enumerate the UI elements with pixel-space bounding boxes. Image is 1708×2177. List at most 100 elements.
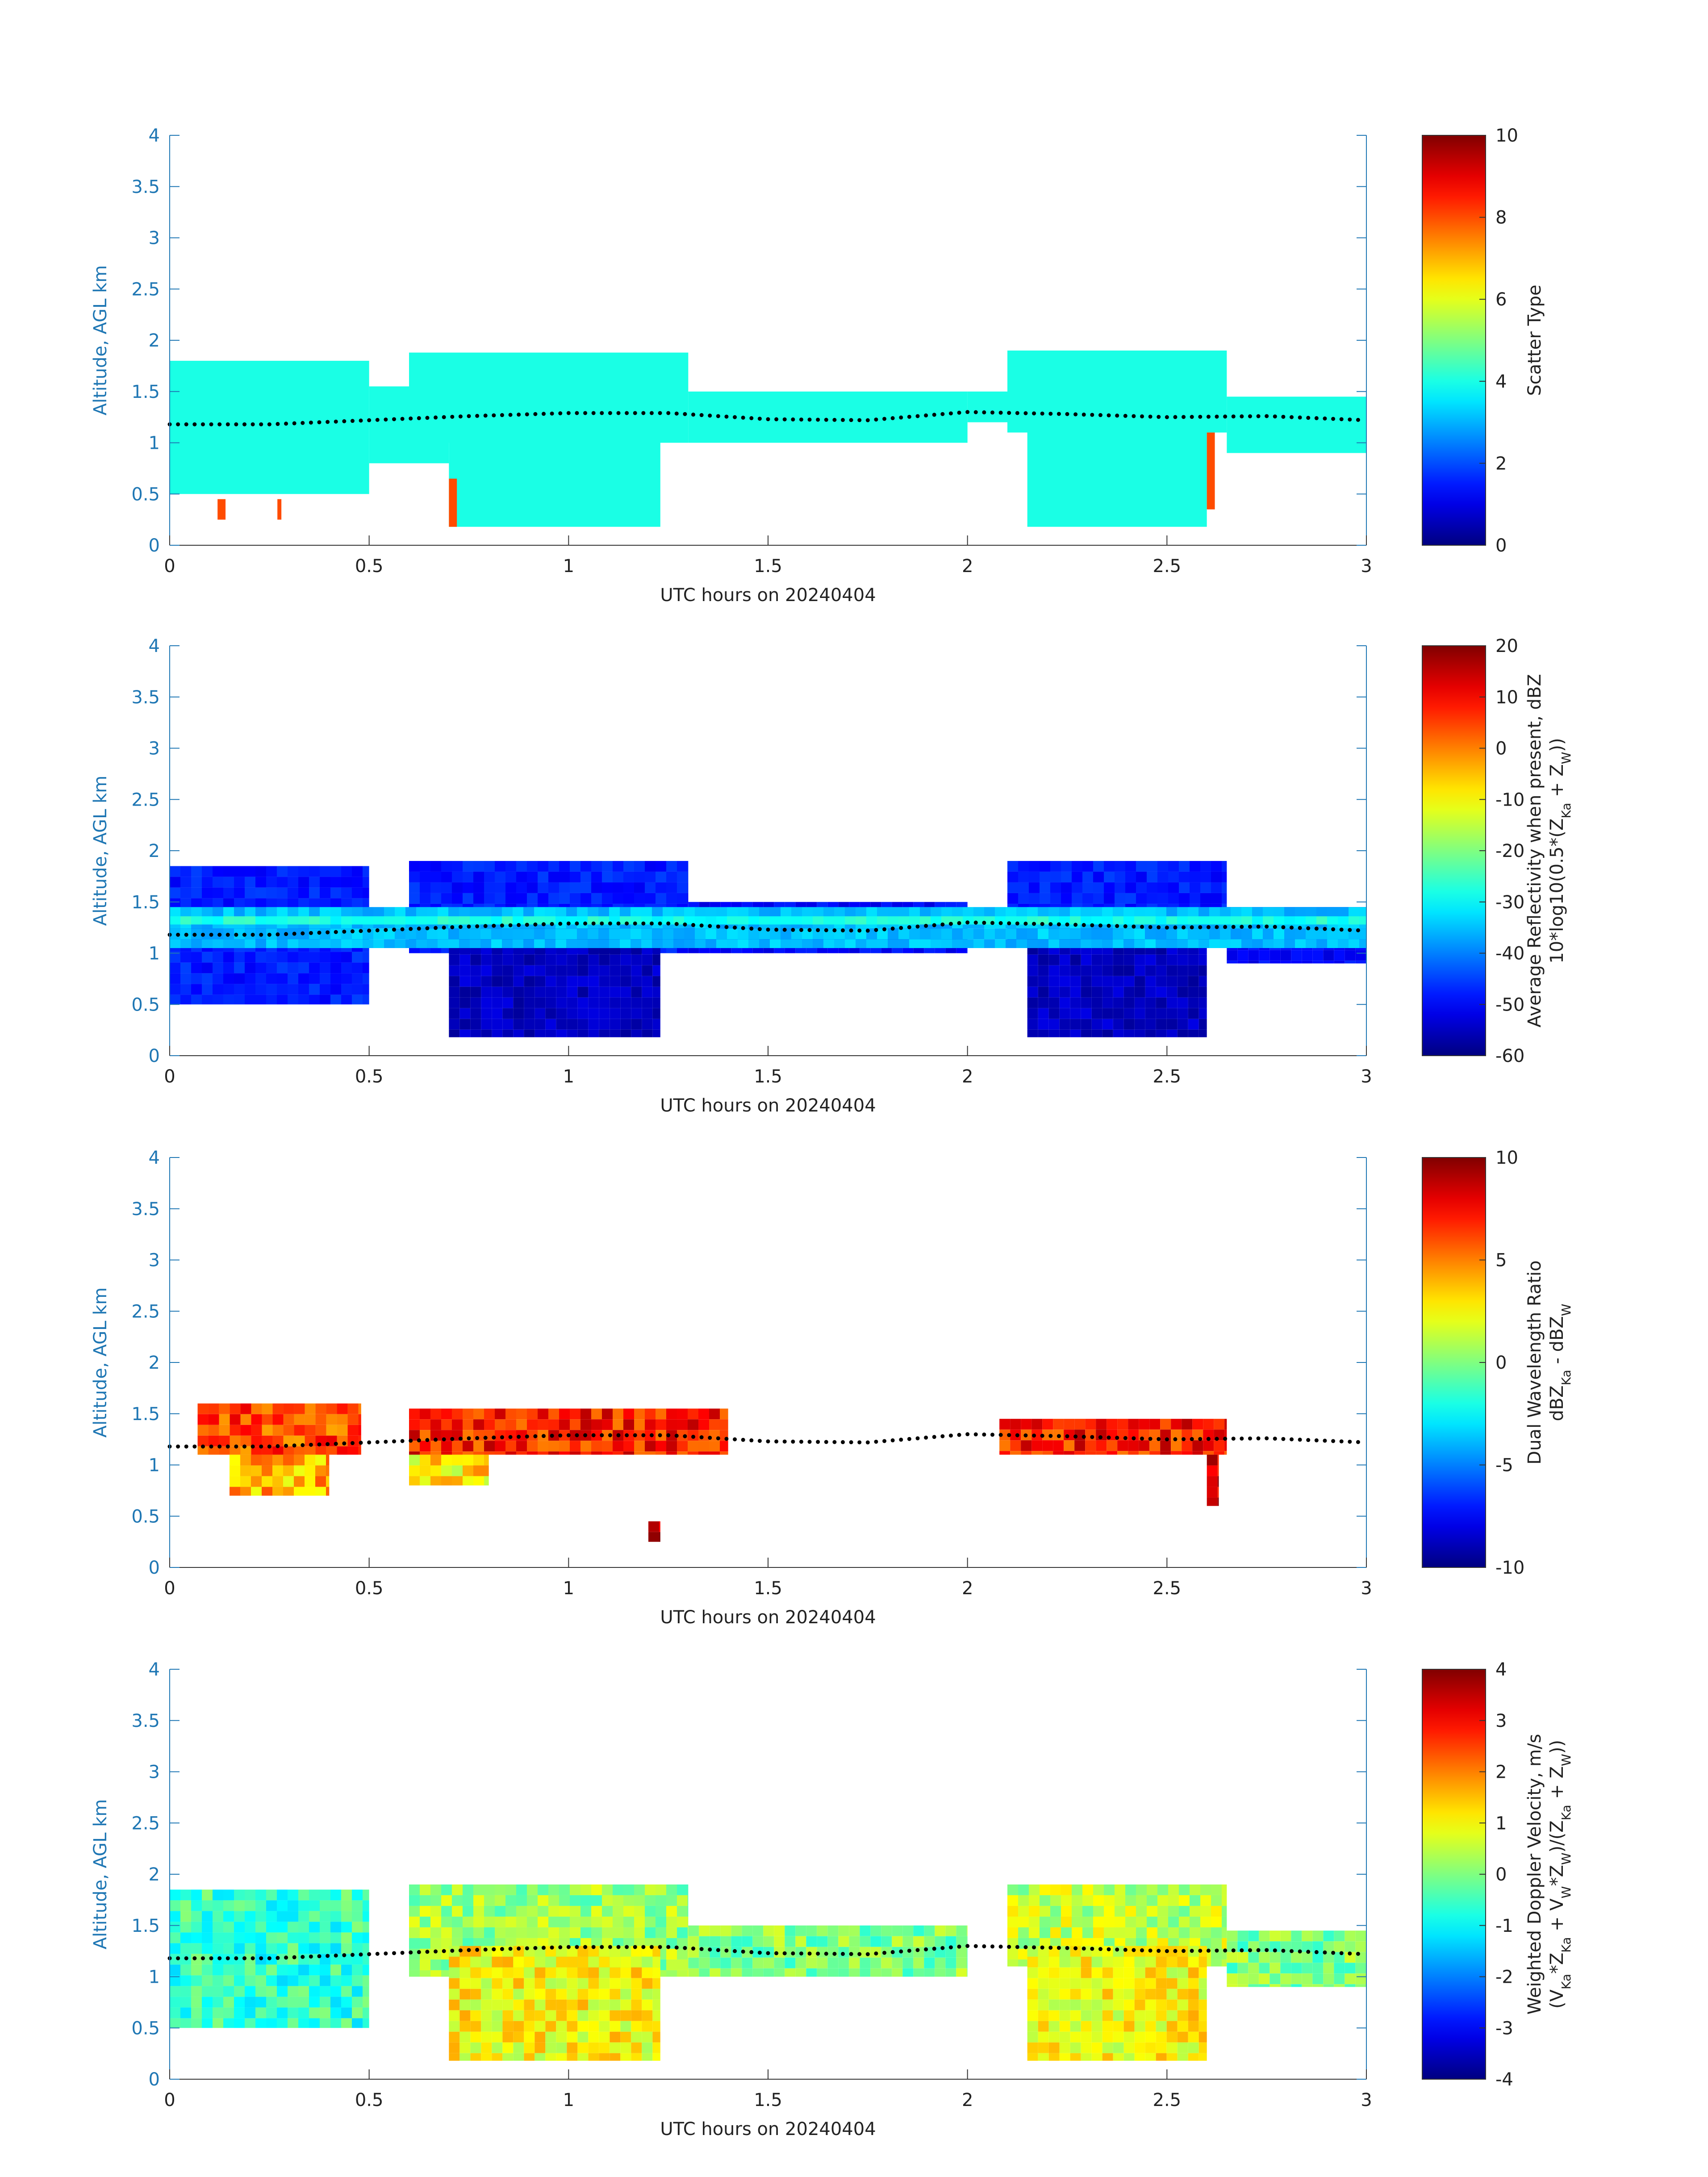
heatmap-cell bbox=[1113, 976, 1124, 987]
boundary-layer-point bbox=[276, 932, 280, 936]
boundary-layer-point bbox=[1073, 1434, 1078, 1439]
heatmap-cell bbox=[535, 1999, 546, 2010]
heatmap-cell bbox=[677, 946, 688, 953]
boundary-layer-point bbox=[1240, 1948, 1244, 1952]
heatmap-cell bbox=[326, 1476, 330, 1487]
heatmap-cell bbox=[1312, 1952, 1324, 1963]
colorbar-tick-label: -30 bbox=[1495, 892, 1524, 913]
boundary-layer-point bbox=[824, 418, 828, 422]
heatmap-cell bbox=[1209, 928, 1220, 940]
heatmap-cell bbox=[591, 1441, 602, 1452]
heatmap-cell bbox=[473, 1916, 484, 1927]
heatmap-cell bbox=[1199, 976, 1207, 987]
boundary-layer-point bbox=[1132, 924, 1136, 929]
heatmap-cell bbox=[642, 986, 653, 998]
boundary-layer-point bbox=[1023, 1945, 1028, 1949]
heatmap-cell bbox=[527, 1927, 538, 1938]
heatmap-cell bbox=[602, 1927, 613, 1938]
boundary-layer-point bbox=[558, 922, 563, 926]
heatmap-cell bbox=[642, 2031, 653, 2043]
heatmap-cell bbox=[1064, 1440, 1075, 1451]
boundary-layer-point bbox=[1148, 925, 1153, 929]
heatmap-cell bbox=[888, 907, 898, 918]
heatmap-cell bbox=[491, 928, 502, 940]
heatmap-cell bbox=[191, 952, 202, 963]
heatmap-cell bbox=[288, 939, 298, 949]
heatmap-cell bbox=[902, 1957, 914, 1968]
heatmap-cell bbox=[1136, 1927, 1147, 1938]
heatmap-region bbox=[449, 478, 457, 527]
heatmap-cell bbox=[315, 1476, 326, 1487]
heatmap-cell bbox=[806, 1957, 817, 1968]
heatmap-cell bbox=[827, 1947, 839, 1958]
heatmap-cell bbox=[1123, 986, 1135, 998]
heatmap-cell bbox=[473, 1465, 484, 1476]
heatmap-cell bbox=[677, 1916, 688, 1927]
heatmap-cell bbox=[470, 2021, 481, 2032]
boundary-layer-point bbox=[616, 1433, 621, 1437]
heatmap-cell bbox=[341, 877, 352, 888]
boundary-layer-point bbox=[841, 928, 845, 932]
heatmap-cell bbox=[463, 1408, 473, 1420]
heatmap-cell bbox=[277, 994, 288, 1005]
boundary-layer-point bbox=[192, 422, 197, 426]
heatmap-cell bbox=[373, 916, 384, 925]
heatmap-cell bbox=[580, 1419, 591, 1430]
heatmap-cell bbox=[610, 1956, 621, 1968]
boundary-layer-point bbox=[791, 417, 795, 422]
heatmap-cell bbox=[548, 893, 559, 904]
heatmap-cell bbox=[1166, 2053, 1178, 2061]
boundary-layer-point bbox=[342, 1441, 347, 1446]
heatmap-cell bbox=[459, 976, 471, 987]
heatmap-cell bbox=[492, 965, 503, 976]
boundary-layer-point bbox=[1240, 1436, 1244, 1441]
heatmap-cell bbox=[230, 1403, 241, 1414]
heatmap-cell bbox=[731, 1957, 742, 1968]
heatmap-cell bbox=[1059, 939, 1070, 949]
heatmap-cell bbox=[1211, 871, 1222, 882]
boundary-layer-point bbox=[948, 922, 953, 926]
boundary-layer-point bbox=[259, 932, 263, 937]
heatmap-cell bbox=[262, 1425, 273, 1436]
heatmap-cell bbox=[470, 1978, 481, 1989]
heatmap-cell bbox=[255, 1889, 266, 1901]
heatmap-cell bbox=[666, 1884, 677, 1895]
heatmap-cell bbox=[341, 916, 352, 925]
heatmap-cell bbox=[524, 2053, 535, 2061]
boundary-layer-point bbox=[625, 411, 629, 415]
heatmap-cell bbox=[341, 2007, 352, 2018]
heatmap-cell bbox=[420, 1454, 430, 1466]
heatmap-cell bbox=[1072, 882, 1082, 893]
boundary-layer-point bbox=[948, 1945, 953, 1950]
heatmap-cell bbox=[720, 1925, 731, 1936]
x-tick-label: 0 bbox=[164, 2090, 175, 2110]
heatmap-cell bbox=[1355, 961, 1366, 964]
heatmap-cell bbox=[441, 1441, 452, 1452]
heatmap-cell bbox=[1072, 1884, 1082, 1895]
heatmap-cell bbox=[1188, 2042, 1199, 2053]
boundary-layer-point bbox=[849, 1440, 853, 1445]
heatmap-cell bbox=[170, 1986, 180, 1997]
boundary-layer-point bbox=[724, 414, 729, 419]
heatmap-cell bbox=[1280, 950, 1291, 961]
heatmap-cell bbox=[266, 877, 277, 888]
heatmap-cell bbox=[255, 1943, 266, 1954]
heatmap-cell bbox=[245, 1932, 255, 1943]
boundary-layer-point bbox=[1107, 923, 1111, 928]
boundary-layer-point bbox=[841, 1951, 845, 1956]
heatmap-cell bbox=[698, 1408, 709, 1420]
heatmap-cell bbox=[1134, 2021, 1145, 2032]
heatmap-cell bbox=[1190, 861, 1200, 872]
boundary-layer-point bbox=[774, 417, 779, 422]
heatmap-cell bbox=[208, 1414, 219, 1425]
heatmap-cell bbox=[223, 1932, 234, 1943]
heatmap-cell bbox=[1091, 1967, 1102, 1978]
heatmap-cell bbox=[1125, 871, 1136, 882]
boundary-layer-point bbox=[533, 1434, 538, 1438]
heatmap-cell bbox=[484, 1454, 489, 1466]
heatmap-cell bbox=[1115, 871, 1125, 882]
heatmap-cell bbox=[1134, 976, 1145, 987]
heatmap-cell bbox=[802, 939, 813, 949]
heatmap-cell bbox=[1222, 871, 1227, 882]
boundary-layer-point bbox=[450, 925, 455, 929]
